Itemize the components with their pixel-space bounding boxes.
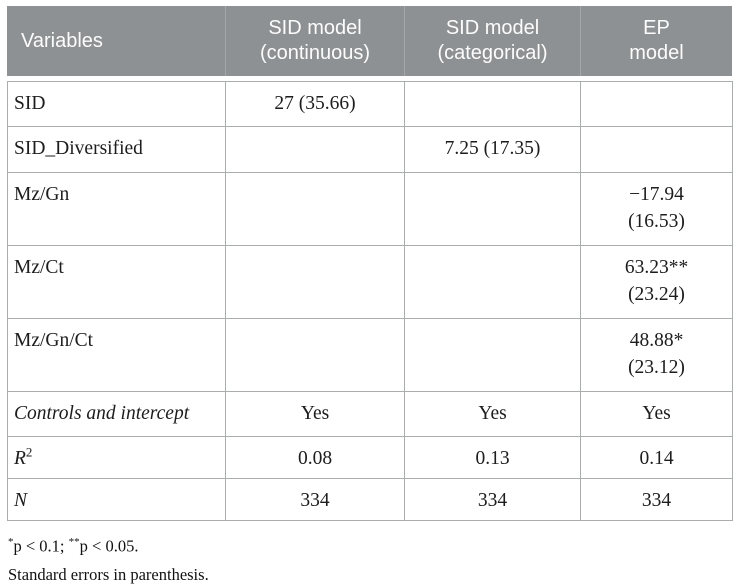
table-row-mz-gn: Mz/Gn −17.94 (16.53) (7, 172, 733, 246)
value-cell (225, 245, 405, 319)
coefficient: 0.13 (475, 448, 510, 469)
standard-error: (23.24) (628, 284, 685, 305)
table-row-sid-diversified: SID_Diversified 7.25 (17.35) (7, 126, 733, 173)
coefficient: 48.88* (629, 330, 684, 351)
value-cell: 7.25 (17.35) (404, 126, 581, 173)
significance-star: ** (68, 536, 80, 548)
coefficient: 334 (641, 490, 672, 511)
significance-text: p < 0.1; (13, 536, 69, 556)
row-label: Controls and intercept (7, 391, 226, 437)
header-cell-sid-categorical: SID model (categorical) (404, 6, 580, 76)
header-cell-ep-model: EP model (580, 6, 732, 76)
standard-error: (23.12) (628, 357, 685, 378)
coefficient: 0.14 (639, 448, 674, 469)
row-label: Mz/Ct (7, 245, 226, 319)
regression-results-table: Variables SID model (continuous) SID mod… (7, 6, 733, 588)
value-cell: 48.88* (23.12) (580, 318, 733, 392)
row-label: N (7, 478, 226, 521)
table-row-controls: Controls and intercept Yes Yes Yes (7, 391, 733, 437)
value-cell (404, 81, 581, 127)
row-label: R2 (7, 436, 226, 479)
significance-star: * (8, 536, 14, 548)
table-row-mz-ct: Mz/Ct 63.23** (23.24) (7, 245, 733, 319)
value-cell: 0.14 (580, 436, 733, 479)
row-label-text: Mz/Gn (14, 184, 70, 205)
significance-text: p < 0.05. (79, 536, 139, 556)
table-row-mz-gn-ct: Mz/Gn/Ct 48.88* (23.12) (7, 318, 733, 392)
row-label-text: Controls and intercept (14, 403, 190, 424)
table-row-sid: SID 27 (35.66) (7, 81, 733, 127)
value-cell (225, 172, 405, 246)
row-label-text: Mz/Ct (14, 257, 64, 278)
header-label: SID model (445, 17, 540, 39)
row-label: Mz/Gn/Ct (7, 318, 226, 392)
header-label: Variables (21, 29, 103, 52)
header-label: (categorical) (437, 42, 548, 64)
table-row-n: N 334 334 334 (7, 478, 733, 521)
header-label: model (629, 42, 684, 64)
value-cell (225, 126, 405, 173)
value-cell (580, 81, 733, 127)
significance-note: *p < 0.1; **p < 0.05. (8, 528, 732, 561)
row-label-text: SID (14, 93, 46, 114)
table-footnotes: *p < 0.1; **p < 0.05. Standard errors in… (8, 528, 732, 588)
value-cell (580, 126, 733, 173)
coefficient: 334 (477, 490, 508, 511)
value-cell (404, 318, 581, 392)
header-cell-variables: Variables (7, 6, 225, 76)
row-label-text: SID_Diversified (14, 138, 143, 159)
value-cell: 334 (580, 478, 733, 521)
value-cell: −17.94 (16.53) (580, 172, 733, 246)
value-cell: 0.08 (225, 436, 405, 479)
standard-error: (16.53) (628, 211, 685, 232)
row-label-text: R (14, 448, 26, 469)
header-label: SID model (268, 17, 362, 39)
value-cell: Yes (404, 391, 581, 437)
row-label-text: N (14, 490, 28, 511)
value-cell: 27 (35.66) (225, 81, 405, 127)
value-cell: 63.23** (23.24) (580, 245, 733, 319)
coefficient: 27 (35.66) (274, 93, 356, 114)
value-cell: Yes (225, 391, 405, 437)
coefficient: 334 (300, 490, 330, 511)
value-cell: 334 (404, 478, 581, 521)
table-header-row: Variables SID model (continuous) SID mod… (7, 6, 732, 76)
value-cell (404, 172, 581, 246)
value-cell: 0.13 (404, 436, 581, 479)
header-label: (continuous) (259, 42, 371, 64)
coefficient: Yes (478, 403, 507, 424)
row-label: Mz/Gn (7, 172, 226, 246)
row-label-sup: 2 (25, 444, 33, 460)
header-label: EP (643, 17, 670, 39)
coefficient: Yes (300, 403, 330, 424)
table-row-r-squared: R2 0.08 0.13 0.14 (7, 436, 733, 479)
row-label-text: Mz/Gn/Ct (14, 330, 94, 351)
value-cell (404, 245, 581, 319)
coefficient: 0.08 (297, 448, 333, 469)
standard-errors-note: Standard errors in parenthesis. (8, 564, 209, 584)
value-cell: Yes (580, 391, 733, 437)
coefficient: 63.23** (624, 257, 689, 278)
table-body: SID 27 (35.66) SID_Diversified 7.25 (17.… (7, 81, 733, 521)
coefficient: 7.25 (17.35) (444, 138, 541, 159)
coefficient: Yes (642, 403, 671, 424)
coefficient: −17.94 (629, 184, 684, 205)
row-label: SID_Diversified (7, 126, 226, 173)
header-cell-sid-continuous: SID model (continuous) (225, 6, 404, 76)
value-cell: 334 (225, 478, 405, 521)
value-cell (225, 318, 405, 392)
row-label: SID (7, 81, 226, 127)
